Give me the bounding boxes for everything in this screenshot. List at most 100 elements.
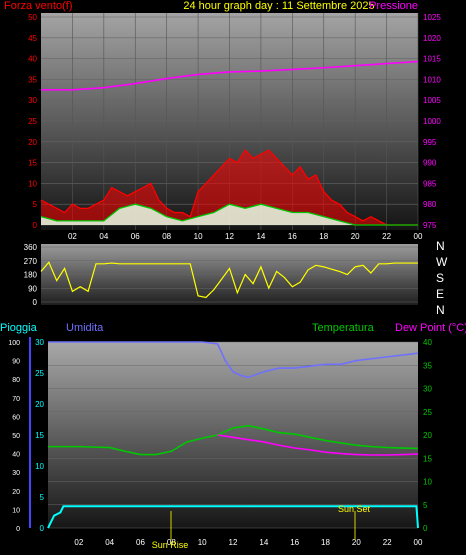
x-tick-label: 00 xyxy=(414,538,423,547)
left-tick-label: 45 xyxy=(28,34,37,43)
direction-tick-label: 180 xyxy=(24,271,38,280)
right-tick-label: 975 xyxy=(423,221,437,230)
right-axis-title: Pressione xyxy=(369,0,418,12)
panel2-series xyxy=(40,261,418,299)
x-tick-label: 20 xyxy=(352,538,361,547)
x-tick-label: 12 xyxy=(225,232,234,241)
panel1-x-ticks: 02 04 06 08 10 12 14 16 18 20 22 00 xyxy=(68,232,423,241)
panel3-series xyxy=(47,341,419,529)
temp-tick-label: 5 xyxy=(423,501,428,510)
humidity-tick-label: 0 xyxy=(16,526,20,533)
x-tick-label: 20 xyxy=(351,232,360,241)
direction-tick-label: 0 xyxy=(33,298,38,307)
panel3-x-ticks: 02 04 06 08 10 12 14 16 18 20 22 00 xyxy=(74,538,423,547)
x-tick-label: 02 xyxy=(74,538,83,547)
rain-tick-label: 15 xyxy=(35,431,44,440)
x-tick-label: 12 xyxy=(229,538,238,547)
temp-tick-label: 15 xyxy=(423,454,432,463)
left-tick-label: 30 xyxy=(28,96,37,105)
x-tick-label: 18 xyxy=(319,232,328,241)
humidity-tick-label: 50 xyxy=(12,433,20,440)
humidity-tick-label: 40 xyxy=(12,452,20,459)
left-tick-label: 25 xyxy=(28,117,37,126)
panel1-series xyxy=(40,60,419,226)
panel2-grid xyxy=(41,246,418,303)
right-tick-label: 1010 xyxy=(423,75,441,84)
x-tick-label: 22 xyxy=(383,538,392,547)
right-tick-label: 1025 xyxy=(423,13,441,22)
left-tick-label: 20 xyxy=(28,138,37,147)
x-tick-label: 04 xyxy=(99,232,108,241)
series-line-pressure xyxy=(41,60,419,91)
temp-tick-label: 10 xyxy=(423,478,432,487)
humidity-tick-label: 30 xyxy=(12,470,20,477)
temp-tick-label: 25 xyxy=(423,408,432,417)
humidity-tick-label: 10 xyxy=(12,507,20,514)
x-tick-label: 08 xyxy=(162,232,171,241)
panel2-y-ticks: 0 90 180 270 360 xyxy=(24,243,38,307)
x-tick-label: 02 xyxy=(68,232,77,241)
sunrise-label: Sun Rise xyxy=(152,540,189,550)
x-tick-label: 00 xyxy=(414,232,423,241)
left-tick-label: 40 xyxy=(28,55,37,64)
left-axis-title: Forza vento(f) xyxy=(4,0,72,12)
x-tick-label: 08 xyxy=(167,538,176,547)
panel1-right-ticks: 975 980 985 990 995 1000 1005 1010 1015 1020 1025 xyxy=(423,13,441,230)
x-tick-label: 14 xyxy=(259,538,268,547)
dewpoint-label: Dew Point (°C) xyxy=(395,322,466,334)
compass-label: E xyxy=(436,287,444,301)
right-tick-label: 995 xyxy=(423,138,437,147)
right-tick-label: 980 xyxy=(423,200,437,209)
humidity-tick-label: 20 xyxy=(12,489,20,496)
panel3-humidity-ticks: 0 10 20 30 40 50 60 70 80 90 100 xyxy=(8,340,20,533)
rain-tick-label: 0 xyxy=(40,524,45,533)
right-tick-label: 1020 xyxy=(423,34,441,43)
x-tick-label: 16 xyxy=(290,538,299,547)
left-tick-label: 5 xyxy=(33,200,38,209)
temp-tick-label: 40 xyxy=(423,338,432,347)
x-tick-label: 06 xyxy=(131,232,140,241)
compass-label: W xyxy=(436,255,448,269)
panel1-left-ticks: 0 5 10 15 20 25 30 35 40 45 50 xyxy=(28,13,37,230)
x-tick-label: 14 xyxy=(256,232,265,241)
temp-tick-label: 20 xyxy=(423,431,432,440)
compass-label: N xyxy=(436,239,445,253)
rain-tick-label: 20 xyxy=(35,400,44,409)
panel3-rain-ticks: 0 5 10 15 20 25 30 xyxy=(35,338,44,533)
right-tick-label: 990 xyxy=(423,159,437,168)
rain-tick-label: 10 xyxy=(35,462,44,471)
left-tick-label: 35 xyxy=(28,75,37,84)
series-line-temperatura xyxy=(48,424,419,456)
sunset-label: Sun Set xyxy=(338,504,371,514)
direction-tick-label: 90 xyxy=(28,284,37,293)
left-axis-label: Forza vento xyxy=(4,0,62,12)
humidity-tick-label: 80 xyxy=(12,377,20,384)
rain-label: Pioggia xyxy=(0,322,38,334)
left-tick-label: 50 xyxy=(28,13,37,22)
temperature-label: Temperatura xyxy=(312,322,375,334)
temp-tick-label: 30 xyxy=(423,385,432,394)
chart-title: 24 hour graph day : 11 Settembre 2025 xyxy=(183,0,374,12)
humidity-tick-label: 90 xyxy=(12,359,20,366)
right-tick-label: 1015 xyxy=(423,55,441,64)
panel3-temp-ticks: 0 5 10 15 20 25 30 35 40 xyxy=(423,338,432,533)
gust-area xyxy=(41,204,418,225)
series-line-umidita xyxy=(48,341,419,379)
x-tick-label: 22 xyxy=(382,232,391,241)
series-line-direction xyxy=(40,261,418,299)
x-tick-label: 18 xyxy=(321,538,330,547)
left-axis-unit: (f) xyxy=(62,0,72,12)
left-tick-label: 0 xyxy=(33,221,38,230)
rain-tick-label: 5 xyxy=(40,493,45,502)
rain-tick-label: 30 xyxy=(35,338,44,347)
panel3-grid xyxy=(48,341,418,529)
x-tick-label: 04 xyxy=(105,538,114,547)
left-tick-label: 10 xyxy=(28,179,37,188)
compass-label: S xyxy=(436,271,444,285)
right-tick-label: 1005 xyxy=(423,96,441,105)
humidity-tick-label: 100 xyxy=(8,340,20,347)
series-line-pioggia xyxy=(47,505,419,529)
temp-tick-label: 35 xyxy=(423,361,432,370)
